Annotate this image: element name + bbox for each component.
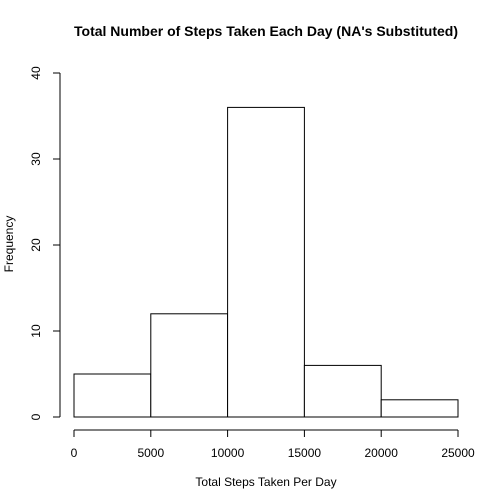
y-tick-label-2: 20 xyxy=(29,238,43,252)
x-axis-label: Total Steps Taken Per Day xyxy=(195,475,336,489)
y-tick-label-0: 0 xyxy=(29,413,43,420)
x-tick-label-3: 15000 xyxy=(288,446,322,460)
bars-group xyxy=(73,106,459,418)
x-axis: 0 5000 10000 15000 20000 25000 xyxy=(71,429,475,460)
histogram-bar-4 xyxy=(380,399,459,418)
y-tick-label-3: 30 xyxy=(29,152,43,166)
x-tick-label-4: 20000 xyxy=(365,446,399,460)
x-tick-label-0: 0 xyxy=(71,446,78,460)
x-tick-label-2: 10000 xyxy=(211,446,245,460)
histogram-bar-0 xyxy=(73,373,152,418)
y-axis-label: Frequency xyxy=(2,216,16,273)
x-tick-label-5: 25000 xyxy=(441,446,475,460)
y-tick-label-1: 10 xyxy=(29,324,43,338)
y-tick-label-4: 40 xyxy=(29,66,43,80)
chart-title: Total Number of Steps Taken Each Day (NA… xyxy=(74,23,458,39)
y-axis: 0 10 20 30 40 xyxy=(29,66,61,420)
histogram-bar-2 xyxy=(227,106,305,418)
x-tick-label-1: 5000 xyxy=(137,446,164,460)
histogram-bar-3 xyxy=(303,364,382,418)
histogram-bar-1 xyxy=(150,313,229,418)
